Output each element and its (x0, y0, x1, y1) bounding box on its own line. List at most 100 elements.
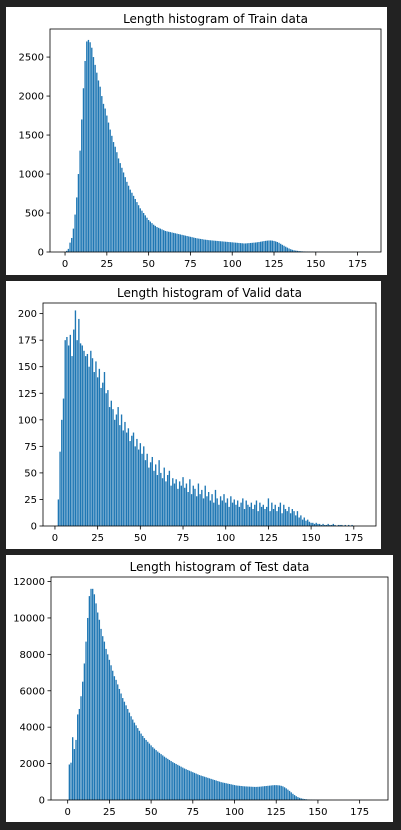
valid-bar (222, 501, 223, 526)
test-xtick-label: 50 (145, 807, 158, 818)
valid-bar (288, 507, 289, 526)
train-bar (148, 220, 149, 252)
valid-chart-svg: Length histogram of Valid data0 25 50 75 100… (6, 281, 381, 549)
train-bar (69, 243, 70, 252)
train-bar (128, 186, 129, 252)
test-bar (174, 763, 175, 800)
test-bar (184, 769, 185, 800)
train-bar (257, 242, 258, 252)
valid-bar (162, 478, 163, 526)
test-chart-svg: Length histogram of Test data0 25 50 75 100 1… (6, 555, 393, 822)
test-bar (224, 783, 225, 800)
valid-bar (264, 509, 265, 526)
valid-histogram-panel: Length histogram of Valid data 0 25 50 75 100… (6, 281, 381, 549)
train-bar (258, 242, 259, 252)
test-xtick-label: 175 (350, 807, 369, 818)
test-bar (117, 684, 118, 800)
train-bar (180, 234, 181, 252)
valid-bar (305, 521, 306, 526)
test-bar (242, 786, 243, 800)
test-bar (279, 785, 280, 800)
test-bar (229, 784, 230, 800)
train-xtick-label: 50 (142, 259, 155, 270)
train-bar (190, 237, 191, 252)
valid-bar (263, 505, 264, 526)
train-bar (68, 249, 69, 252)
valid-bar (298, 518, 299, 527)
train-bar (220, 241, 221, 252)
train-bar (151, 223, 152, 252)
train-bar (240, 243, 241, 252)
valid-bar (275, 505, 276, 526)
test-ytick-label: 4000 (20, 723, 45, 734)
valid-bar (257, 511, 258, 526)
train-bar (136, 202, 137, 252)
train-bar (135, 199, 136, 252)
valid-bar (256, 501, 257, 526)
valid-bar (117, 407, 118, 526)
train-bar (161, 229, 162, 252)
valid-bar (312, 523, 313, 526)
test-bar (135, 725, 136, 800)
train-bar (131, 193, 132, 252)
train-bar (193, 238, 194, 252)
test-bar (282, 786, 283, 800)
train-bar (163, 230, 164, 252)
valid-bar (227, 498, 228, 526)
test-bar (82, 682, 83, 800)
valid-bar (59, 452, 60, 526)
valid-bar (271, 503, 272, 526)
train-bar (185, 236, 186, 252)
train-bar (255, 242, 256, 252)
train-bar (175, 233, 176, 252)
test-bar (155, 750, 156, 800)
test-bar (70, 763, 71, 800)
test-bar (209, 778, 210, 800)
valid-bar (191, 494, 192, 526)
train-bar (230, 242, 231, 252)
valid-bar (199, 494, 200, 526)
valid-xtick-label: 50 (134, 533, 147, 544)
train-bar (270, 240, 271, 252)
test-xtick-label: 100 (225, 807, 244, 818)
valid-bar (145, 460, 146, 526)
test-bar (102, 636, 103, 800)
train-bar (247, 243, 248, 252)
test-bar (199, 775, 200, 800)
valid-bar (283, 505, 284, 526)
train-bar (196, 238, 197, 252)
valid-ytick-label: 200 (18, 309, 37, 320)
train-bar (105, 109, 106, 252)
train-bar (141, 211, 142, 252)
test-bar (112, 671, 113, 800)
valid-chart-title: Length histogram of Valid data (117, 286, 302, 300)
valid-bar (281, 513, 282, 526)
test-chart-title: Length histogram of Test data (130, 560, 310, 574)
valid-bar (90, 351, 91, 526)
valid-ytick-label: 150 (18, 362, 37, 373)
test-bar (287, 790, 288, 800)
train-xtick-label: 75 (184, 259, 197, 270)
test-bar (236, 785, 237, 800)
valid-bar (247, 505, 248, 526)
valid-bar (133, 433, 134, 526)
test-bar (221, 782, 222, 800)
train-bar (118, 158, 119, 252)
valid-bar (157, 475, 158, 526)
test-bar (296, 796, 297, 800)
test-bar (259, 787, 260, 800)
valid-bar (106, 393, 107, 526)
train-bar (89, 42, 90, 252)
valid-bar (186, 484, 187, 526)
valid-bar (99, 369, 100, 526)
test-bar (80, 696, 81, 800)
valid-bar (297, 511, 298, 526)
train-bar (145, 215, 146, 252)
valid-bar (119, 425, 120, 526)
test-bar (129, 713, 130, 800)
valid-xtick-label: 100 (216, 533, 235, 544)
train-bar (101, 96, 102, 252)
test-bar (185, 769, 186, 800)
valid-bar (215, 490, 216, 526)
valid-bar (194, 489, 195, 526)
